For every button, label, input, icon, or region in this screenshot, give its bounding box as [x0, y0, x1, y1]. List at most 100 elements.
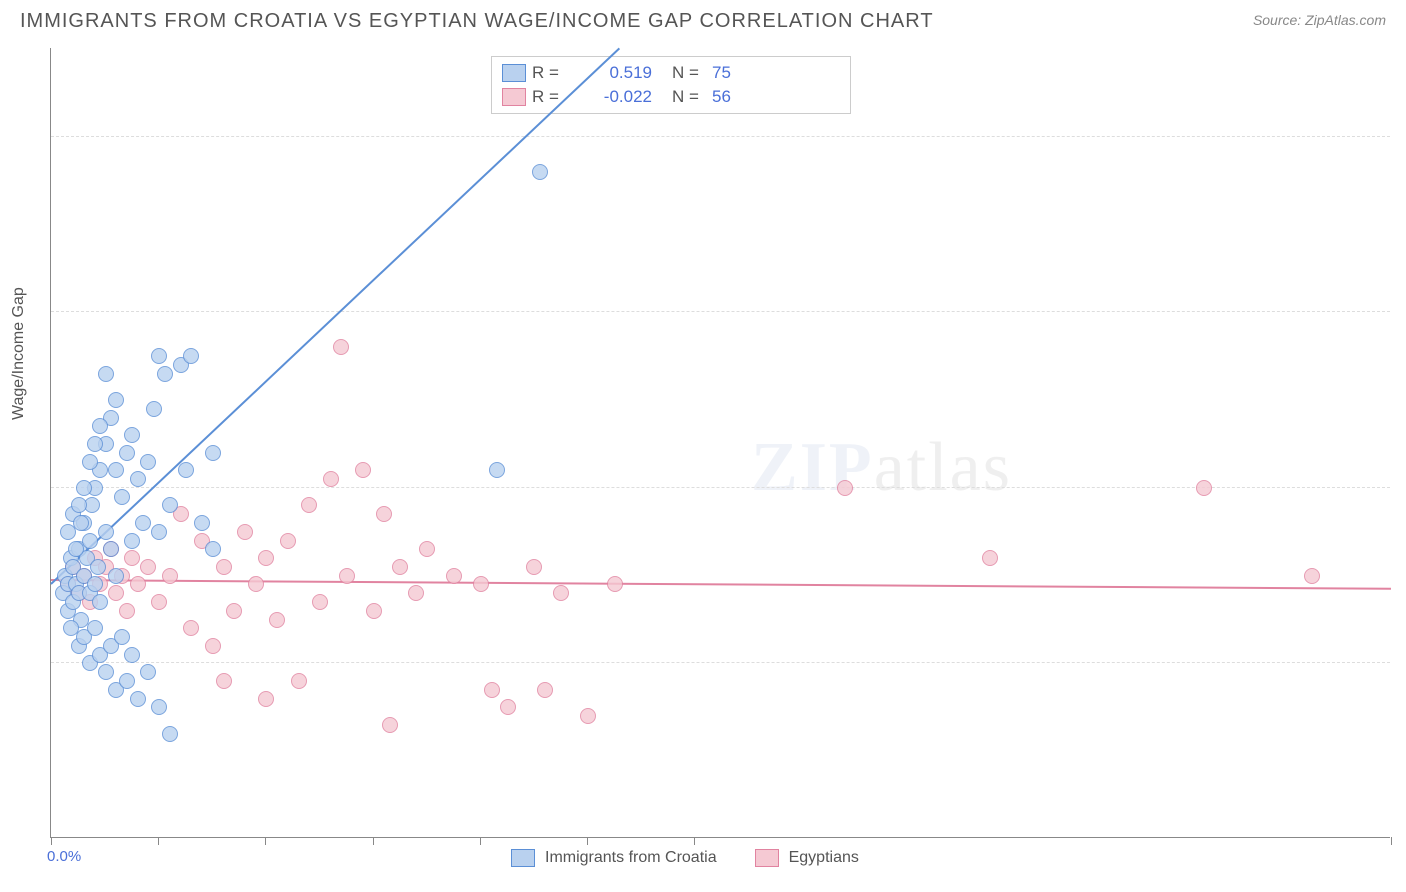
data-point [130, 576, 146, 592]
data-point [183, 348, 199, 364]
data-point [537, 682, 553, 698]
data-point [140, 454, 156, 470]
data-point [446, 568, 462, 584]
data-point [130, 691, 146, 707]
data-point [248, 576, 264, 592]
x-tick [1391, 837, 1392, 845]
data-point [87, 576, 103, 592]
data-point [258, 550, 274, 566]
data-point [339, 568, 355, 584]
data-point [151, 699, 167, 715]
x-tick [158, 837, 159, 845]
data-point [108, 392, 124, 408]
legend-swatch-croatia [511, 849, 535, 867]
data-point [98, 366, 114, 382]
watermark-bold: ZIP [751, 429, 874, 506]
data-point [119, 603, 135, 619]
data-point [90, 559, 106, 575]
x-tick [265, 837, 266, 845]
legend-n-label: N = [672, 87, 712, 107]
data-point [162, 497, 178, 513]
legend-n-value-egyptians: 56 [712, 87, 731, 107]
legend-label-egyptians: Egyptians [789, 849, 859, 867]
data-point [419, 541, 435, 557]
y-tick-label: 80.0% [1400, 127, 1406, 144]
data-point [92, 594, 108, 610]
data-point [146, 401, 162, 417]
trendline-croatia [50, 48, 620, 585]
x-tick [373, 837, 374, 845]
data-point [183, 620, 199, 636]
data-point [73, 515, 89, 531]
legend-r-value-egyptians: -0.022 [572, 87, 672, 107]
data-point [119, 445, 135, 461]
data-point [103, 541, 119, 557]
data-point [119, 673, 135, 689]
chart-plot-area: ZIPatlas R = 0.519 N = 75 R = -0.022 N =… [50, 48, 1390, 838]
gridline [51, 487, 1390, 488]
data-point [87, 436, 103, 452]
data-point [124, 550, 140, 566]
data-point [205, 445, 221, 461]
data-point [258, 691, 274, 707]
data-point [108, 568, 124, 584]
data-point [237, 524, 253, 540]
watermark: ZIPatlas [751, 428, 1012, 508]
legend-swatch-croatia [502, 64, 526, 82]
data-point [489, 462, 505, 478]
data-point [151, 348, 167, 364]
data-point [837, 480, 853, 496]
data-point [194, 515, 210, 531]
data-point [526, 559, 542, 575]
data-point [366, 603, 382, 619]
gridline [51, 662, 1390, 663]
data-point [178, 462, 194, 478]
data-point [532, 164, 548, 180]
legend-item-egyptians: Egyptians [755, 849, 859, 867]
data-point [580, 708, 596, 724]
data-point [323, 471, 339, 487]
data-point [124, 427, 140, 443]
y-tick-label: 20.0% [1400, 654, 1406, 671]
data-point [333, 339, 349, 355]
data-point [124, 647, 140, 663]
data-point [607, 576, 623, 592]
x-tick [587, 837, 588, 845]
y-axis-label: Wage/Income Gap [10, 287, 28, 420]
correlation-legend: R = 0.519 N = 75 R = -0.022 N = 56 [491, 56, 851, 114]
legend-row-egyptians: R = -0.022 N = 56 [502, 85, 840, 109]
data-point [151, 594, 167, 610]
data-point [355, 462, 371, 478]
data-point [151, 524, 167, 540]
data-point [87, 620, 103, 636]
legend-item-croatia: Immigrants from Croatia [511, 849, 717, 867]
data-point [376, 506, 392, 522]
data-point [92, 418, 108, 434]
x-tick [51, 837, 52, 845]
data-point [68, 541, 84, 557]
source-label: Source: ZipAtlas.com [1253, 12, 1386, 28]
series-legend: Immigrants from Croatia Egyptians [511, 849, 889, 867]
data-point [162, 568, 178, 584]
data-point [157, 366, 173, 382]
data-point [205, 638, 221, 654]
data-point [108, 462, 124, 478]
data-point [114, 489, 130, 505]
legend-n-label: N = [672, 63, 712, 83]
data-point [114, 629, 130, 645]
chart-title: IMMIGRANTS FROM CROATIA VS EGYPTIAN WAGE… [20, 10, 934, 32]
data-point [82, 533, 98, 549]
data-point [553, 585, 569, 601]
x-tick [480, 837, 481, 845]
data-point [226, 603, 242, 619]
data-point [162, 726, 178, 742]
data-point [280, 533, 296, 549]
data-point [392, 559, 408, 575]
data-point [63, 620, 79, 636]
legend-swatch-egyptians [755, 849, 779, 867]
data-point [130, 471, 146, 487]
data-point [1304, 568, 1320, 584]
data-point [205, 541, 221, 557]
data-point [124, 533, 140, 549]
data-point [312, 594, 328, 610]
